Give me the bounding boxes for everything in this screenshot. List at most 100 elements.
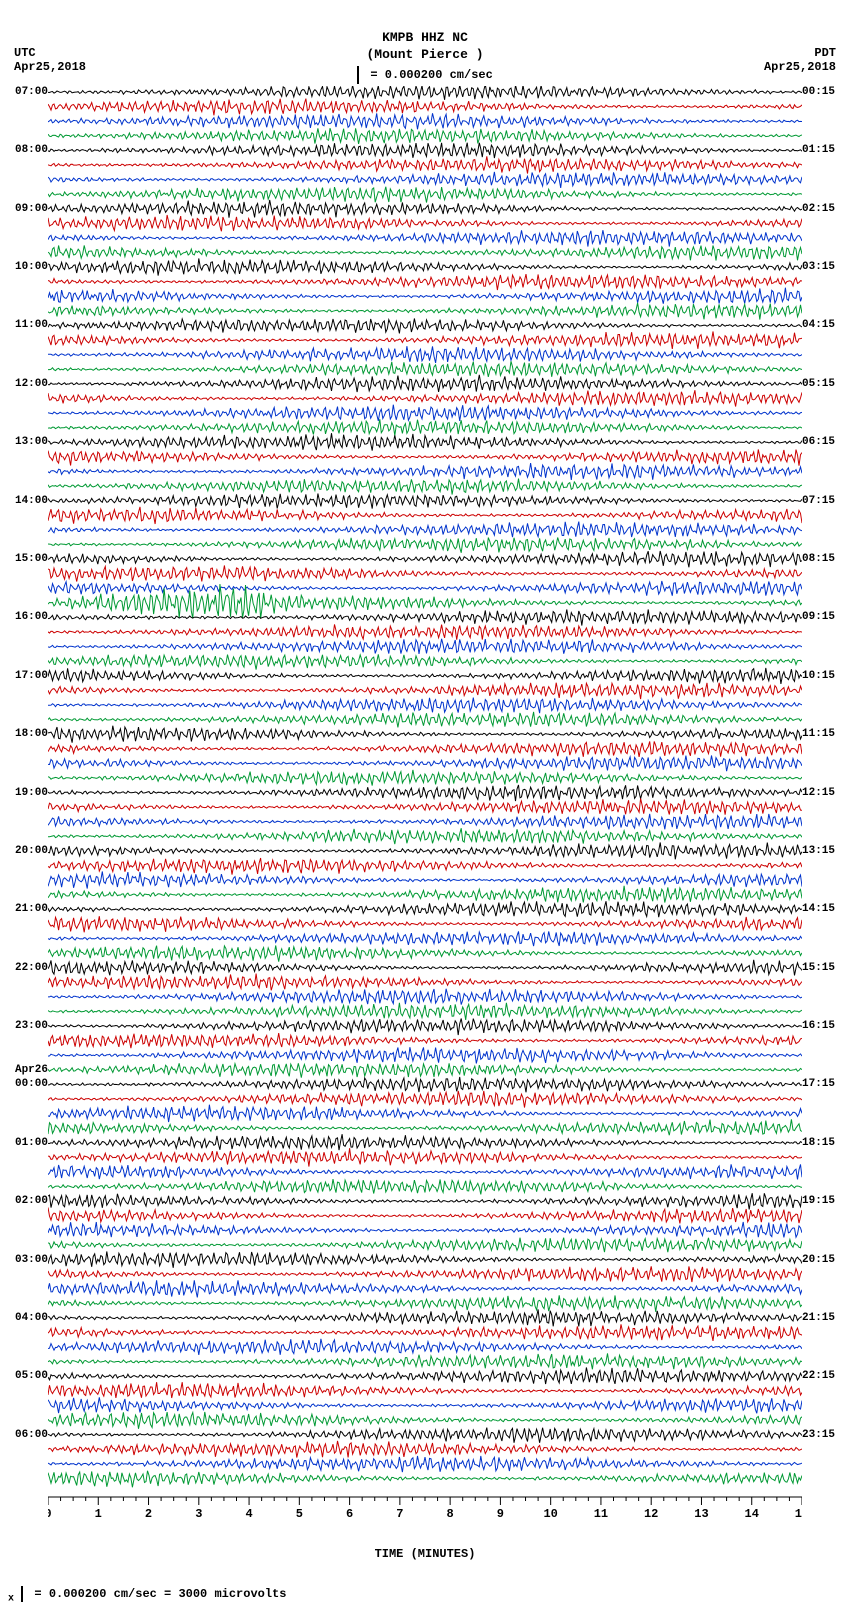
- x-tick-label: 3: [195, 1507, 202, 1521]
- date-right-label: Apr25,2018: [764, 60, 836, 74]
- x-tick-label: 1: [95, 1507, 102, 1521]
- seismic-trace: [48, 1238, 802, 1252]
- date-break-label: Apr26: [2, 1064, 48, 1076]
- seismic-trace: [48, 916, 802, 932]
- utc-hour-label: 21:00: [2, 903, 48, 915]
- seismic-trace: [48, 668, 802, 684]
- seismic-trace: [48, 886, 802, 903]
- seismic-trace: [48, 332, 802, 349]
- seismic-trace: [48, 1295, 802, 1312]
- pdt-hour-label: 08:15: [802, 553, 848, 565]
- utc-hour-label: 11:00: [2, 319, 48, 331]
- pdt-hour-label: 11:15: [802, 728, 848, 740]
- seismic-trace: [48, 463, 802, 480]
- seismic-trace: [48, 843, 802, 860]
- utc-hour-label: 14:00: [2, 495, 48, 507]
- utc-hour-label: 18:00: [2, 728, 48, 740]
- seismic-trace: [48, 361, 802, 377]
- seismic-trace: [48, 245, 802, 260]
- seismogram-plot: 0123456789101112131415: [48, 86, 802, 1533]
- pdt-hour-labels: 00:1501:1502:1503:1504:1505:1506:1507:15…: [802, 86, 848, 1533]
- seismic-trace: [48, 258, 802, 275]
- utc-hour-label: 03:00: [2, 1254, 48, 1266]
- seismic-trace: [48, 390, 802, 406]
- seismic-trace: [48, 624, 802, 639]
- scale-bar-icon: [357, 66, 359, 84]
- pdt-hour-label: 02:15: [802, 203, 848, 215]
- seismic-trace: [48, 172, 802, 188]
- seismic-trace: [48, 274, 802, 290]
- seismic-trace: [48, 405, 802, 421]
- x-tick-label: 10: [543, 1507, 557, 1521]
- pdt-hour-label: 19:15: [802, 1195, 848, 1207]
- x-tick-label: 9: [497, 1507, 504, 1521]
- seismic-trace: [48, 1003, 802, 1020]
- utc-hour-label: 08:00: [2, 144, 48, 156]
- utc-hour-label: 01:00: [2, 1137, 48, 1149]
- utc-hour-label: 06:00: [2, 1429, 48, 1441]
- x-tick-label: 6: [346, 1507, 353, 1521]
- x-axis-label: TIME (MINUTES): [0, 1547, 850, 1561]
- seismic-trace: [48, 945, 802, 961]
- x-tick-label: 0: [48, 1507, 52, 1521]
- seismic-trace: [48, 974, 802, 991]
- seismic-trace: [48, 989, 802, 1005]
- seismic-trace: [48, 726, 802, 743]
- pdt-hour-label: 21:15: [802, 1312, 848, 1324]
- seismic-trace: [48, 901, 802, 917]
- utc-hour-label: 02:00: [2, 1195, 48, 1207]
- pdt-hour-label: 05:15: [802, 378, 848, 390]
- pdt-hour-label: 15:15: [802, 962, 848, 974]
- seismic-trace: [48, 770, 802, 786]
- pdt-hour-label: 09:15: [802, 611, 848, 623]
- utc-hour-label: 23:00: [2, 1020, 48, 1032]
- seismic-trace: [48, 1119, 802, 1135]
- seismic-trace: [48, 230, 802, 246]
- seismic-trace: [48, 741, 802, 757]
- seismic-trace: [48, 1222, 802, 1237]
- seismic-trace: [48, 113, 802, 129]
- seismic-trace: [48, 858, 802, 875]
- utc-hour-label: 09:00: [2, 203, 48, 215]
- seismic-trace: [48, 1193, 802, 1209]
- seismic-trace: [48, 785, 802, 801]
- x-tick-label: 5: [296, 1507, 303, 1521]
- pdt-hour-label: 12:15: [802, 787, 848, 799]
- seismogram-svg: 0123456789101112131415: [48, 86, 802, 1533]
- seismic-trace: [48, 200, 802, 218]
- seismic-trace: [48, 143, 802, 158]
- seismic-trace: [48, 86, 802, 100]
- x-tick-label: 7: [396, 1507, 403, 1521]
- seismic-trace: [48, 1063, 802, 1077]
- seismic-trace: [48, 1105, 802, 1122]
- seismic-trace: [48, 581, 802, 596]
- footer-scale-text: = 0.000200 cm/sec = 3000 microvolts: [34, 1588, 286, 1602]
- pdt-hour-label: 23:15: [802, 1429, 848, 1441]
- seismic-trace: [48, 565, 802, 581]
- seismic-trace: [48, 1019, 802, 1036]
- seismic-trace: [48, 1441, 802, 1458]
- utc-hour-label: 04:00: [2, 1312, 48, 1324]
- seismic-trace: [48, 1266, 802, 1282]
- pdt-hour-label: 13:15: [802, 845, 848, 857]
- utc-hour-label: 12:00: [2, 378, 48, 390]
- x-tick-label: 8: [447, 1507, 454, 1521]
- seismic-trace: [48, 1382, 802, 1398]
- seismic-trace: [48, 799, 802, 815]
- date-left-label: Apr25,2018: [14, 60, 86, 74]
- seismic-trace: [48, 319, 802, 334]
- utc-hour-label: 16:00: [2, 611, 48, 623]
- seismic-trace: [48, 156, 802, 173]
- seismic-trace: [48, 1208, 802, 1224]
- seismic-trace: [48, 1339, 802, 1355]
- pdt-hour-label: 18:15: [802, 1137, 848, 1149]
- pdt-hour-label: 22:15: [802, 1370, 848, 1382]
- seismic-trace: [48, 828, 802, 844]
- header: KMPB HHZ NC (Mount Pierce ): [0, 30, 850, 64]
- utc-hour-label: 00:00: [2, 1078, 48, 1090]
- seismic-trace: [48, 507, 802, 524]
- pdt-hour-label: 16:15: [802, 1020, 848, 1032]
- seismic-trace: [48, 288, 802, 304]
- utc-hour-label: 10:00: [2, 261, 48, 273]
- seismic-trace: [48, 450, 802, 466]
